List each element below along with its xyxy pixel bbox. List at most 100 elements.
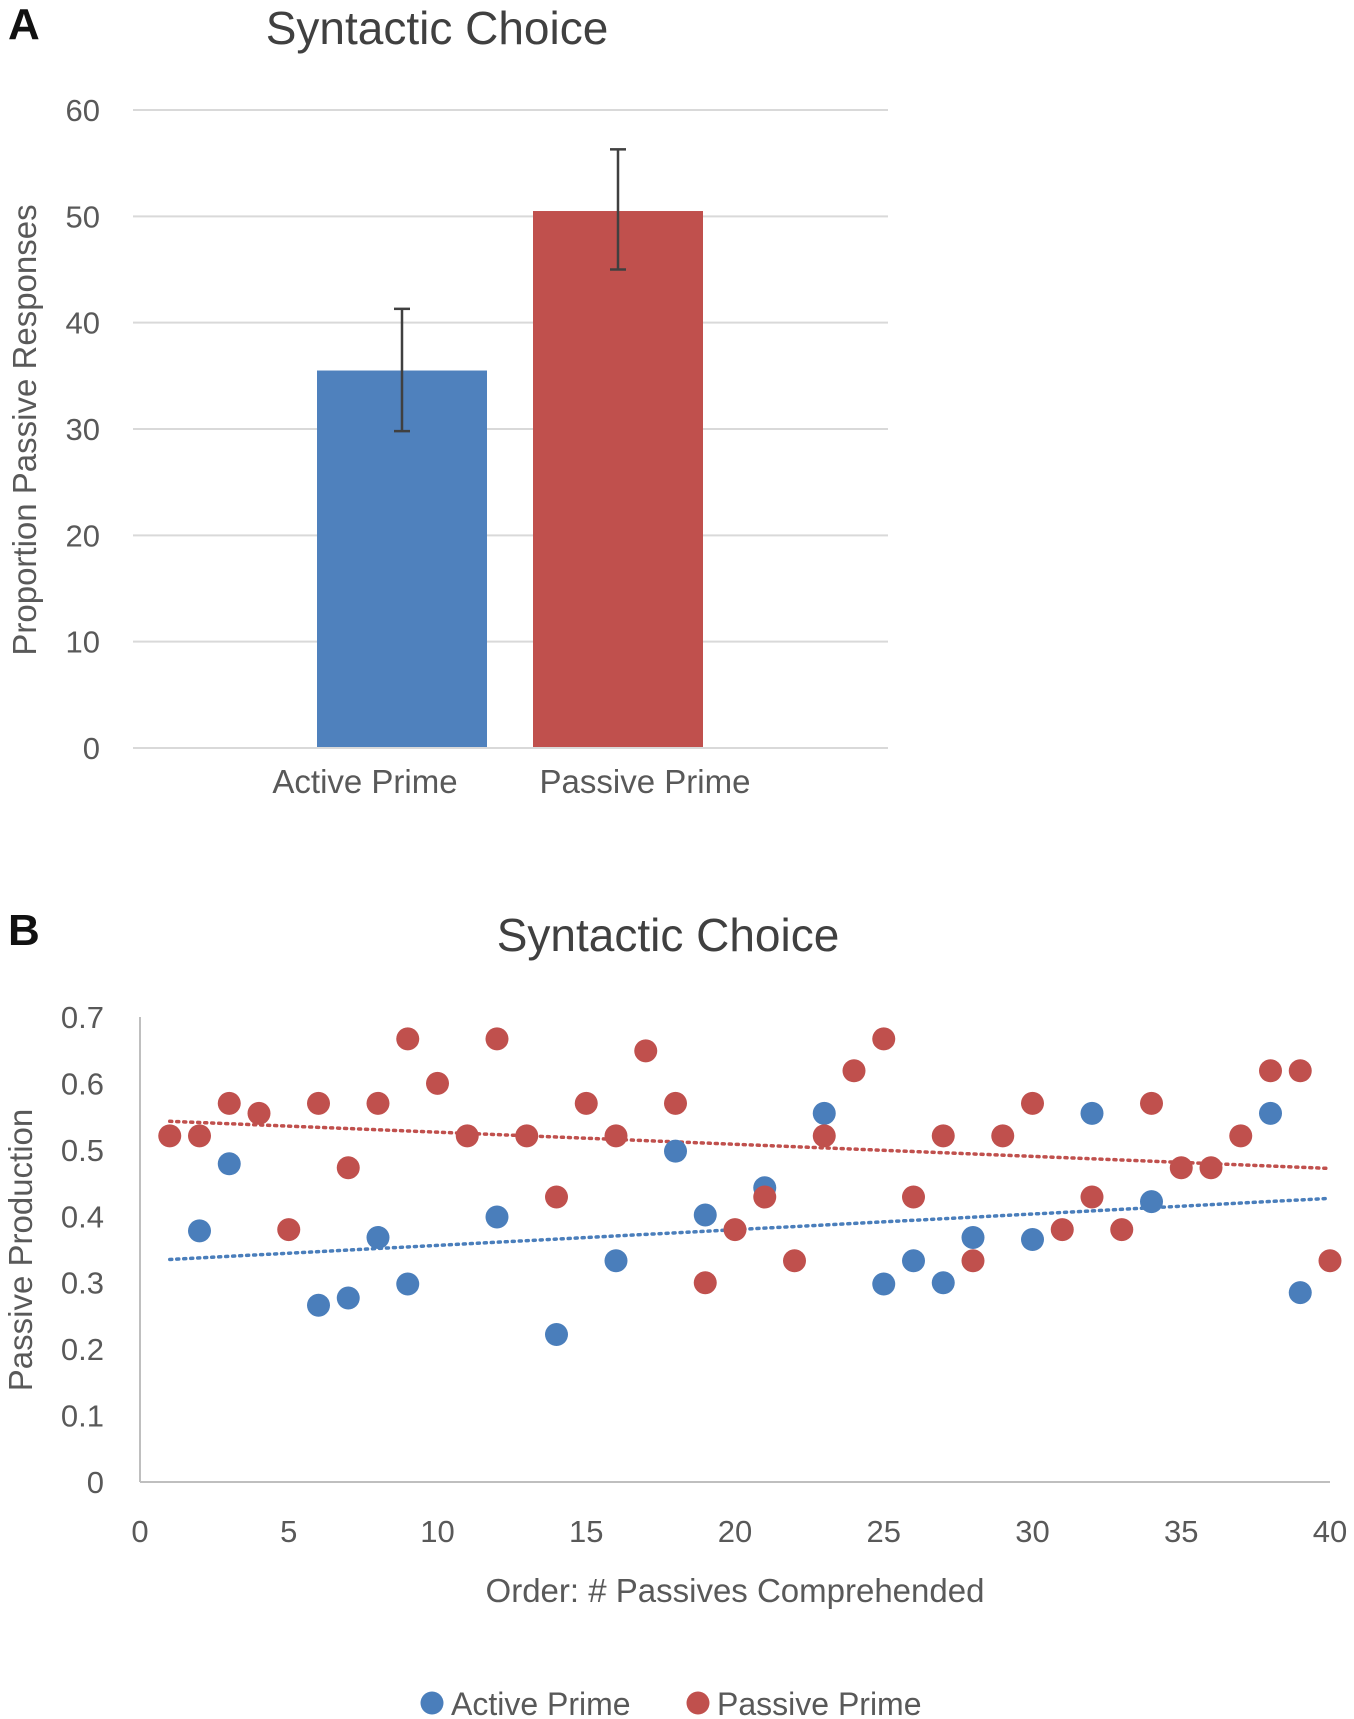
y-tick-label: 0.1 bbox=[61, 1399, 104, 1434]
y-tick-label: 0 bbox=[83, 731, 100, 766]
y-axis-label: Proportion Passive Responses bbox=[6, 204, 43, 655]
data-point bbox=[961, 1226, 985, 1250]
panel-label-b: B bbox=[8, 906, 40, 955]
x-tick-label: 5 bbox=[280, 1514, 297, 1549]
x-tick-label: 35 bbox=[1164, 1514, 1198, 1549]
data-point bbox=[604, 1249, 628, 1273]
data-point bbox=[574, 1091, 598, 1115]
data-point bbox=[1288, 1059, 1312, 1083]
data-point bbox=[1080, 1185, 1104, 1209]
x-tick-label: 15 bbox=[569, 1514, 603, 1549]
data-point bbox=[366, 1091, 390, 1115]
y-axis-label: Passive Production bbox=[2, 1109, 39, 1391]
data-point bbox=[783, 1249, 806, 1273]
data-point bbox=[277, 1218, 301, 1242]
data-point bbox=[931, 1271, 955, 1295]
y-tick-label: 30 bbox=[66, 412, 100, 447]
data-point bbox=[1199, 1156, 1223, 1180]
data-point bbox=[753, 1185, 777, 1209]
bar-passive-prime bbox=[533, 211, 703, 748]
data-point bbox=[723, 1218, 747, 1242]
points-passive-prime bbox=[158, 1027, 1342, 1295]
data-point bbox=[1259, 1059, 1282, 1083]
data-point bbox=[485, 1205, 509, 1229]
data-point bbox=[188, 1219, 211, 1243]
data-point bbox=[426, 1071, 449, 1095]
chart-title: Syntactic Choice bbox=[497, 909, 840, 961]
legend-marker bbox=[686, 1691, 710, 1715]
data-point bbox=[1080, 1101, 1104, 1125]
data-point bbox=[396, 1027, 420, 1051]
legend-marker bbox=[420, 1691, 444, 1715]
data-point bbox=[1169, 1156, 1193, 1180]
panel-label-a: A bbox=[8, 0, 40, 49]
x-tick-label: Passive Prime bbox=[540, 763, 751, 800]
data-point bbox=[1021, 1091, 1044, 1115]
data-point bbox=[1288, 1281, 1312, 1305]
data-point bbox=[217, 1091, 241, 1115]
trendline-active-prime bbox=[168, 1196, 1332, 1262]
chart-title: Syntactic Choice bbox=[266, 2, 609, 54]
data-point bbox=[366, 1226, 390, 1250]
x-tick-label: 25 bbox=[867, 1514, 901, 1549]
y-tick-label: 0.7 bbox=[61, 1000, 104, 1035]
data-point bbox=[307, 1091, 330, 1115]
y-tick-label: 60 bbox=[66, 93, 100, 128]
data-point bbox=[217, 1152, 241, 1176]
data-point bbox=[1259, 1101, 1282, 1125]
data-point bbox=[515, 1124, 539, 1148]
y-tick-label: 0.2 bbox=[61, 1332, 104, 1367]
error-bar bbox=[610, 148, 626, 271]
x-tick-label: 10 bbox=[420, 1514, 454, 1549]
data-point bbox=[1110, 1218, 1134, 1242]
series-active-prime bbox=[168, 1196, 1332, 1262]
y-tick-label: 40 bbox=[66, 306, 100, 341]
data-point bbox=[455, 1124, 479, 1148]
data-point bbox=[634, 1039, 658, 1063]
error-bar bbox=[394, 307, 410, 433]
y-tick-label: 50 bbox=[66, 199, 100, 234]
trendline-passive-prime bbox=[168, 1119, 1332, 1171]
data-point bbox=[1140, 1190, 1163, 1214]
points-active-prime bbox=[188, 1101, 1312, 1347]
legend-label: Passive Prime bbox=[717, 1686, 922, 1719]
data-point bbox=[1229, 1124, 1253, 1148]
data-point bbox=[961, 1249, 985, 1273]
x-tick-label: 20 bbox=[718, 1514, 752, 1549]
data-point bbox=[396, 1272, 420, 1296]
data-point bbox=[812, 1101, 836, 1125]
y-tick-label: 0.3 bbox=[61, 1266, 104, 1301]
data-point bbox=[247, 1101, 271, 1125]
data-point bbox=[693, 1271, 717, 1295]
data-point bbox=[604, 1124, 628, 1148]
data-point bbox=[902, 1249, 925, 1273]
data-point bbox=[545, 1323, 568, 1347]
y-tick-label: 0 bbox=[87, 1465, 104, 1500]
bar-active-prime bbox=[317, 370, 487, 748]
y-tick-label: 10 bbox=[66, 625, 100, 660]
y-tick-label: 0.5 bbox=[61, 1133, 104, 1168]
y-tick-label: 20 bbox=[66, 518, 100, 553]
data-point bbox=[812, 1124, 836, 1148]
x-axis-label: Order: # Passives Comprehended bbox=[486, 1572, 985, 1609]
x-tick-label: 30 bbox=[1015, 1514, 1049, 1549]
data-point bbox=[872, 1272, 896, 1296]
data-point bbox=[842, 1059, 866, 1083]
bar-chart-syntactic-choice: Syntactic Choice 0 10 20 30 40 50 60 Active Prim… bbox=[6, 2, 888, 800]
data-point bbox=[307, 1293, 330, 1317]
data-point bbox=[336, 1286, 360, 1310]
data-point bbox=[1021, 1228, 1044, 1252]
x-tick-label: Active Prime bbox=[272, 763, 457, 800]
series-passive-prime bbox=[168, 1119, 1332, 1171]
y-tick-label: 0.6 bbox=[61, 1066, 104, 1101]
data-point bbox=[991, 1124, 1015, 1148]
data-point bbox=[1318, 1249, 1342, 1273]
data-point bbox=[902, 1185, 925, 1209]
data-point bbox=[1050, 1218, 1074, 1242]
data-point bbox=[158, 1124, 182, 1148]
data-point bbox=[545, 1185, 568, 1209]
x-tick-label: 40 bbox=[1313, 1514, 1347, 1549]
data-point bbox=[188, 1124, 211, 1148]
data-point bbox=[1140, 1091, 1163, 1115]
